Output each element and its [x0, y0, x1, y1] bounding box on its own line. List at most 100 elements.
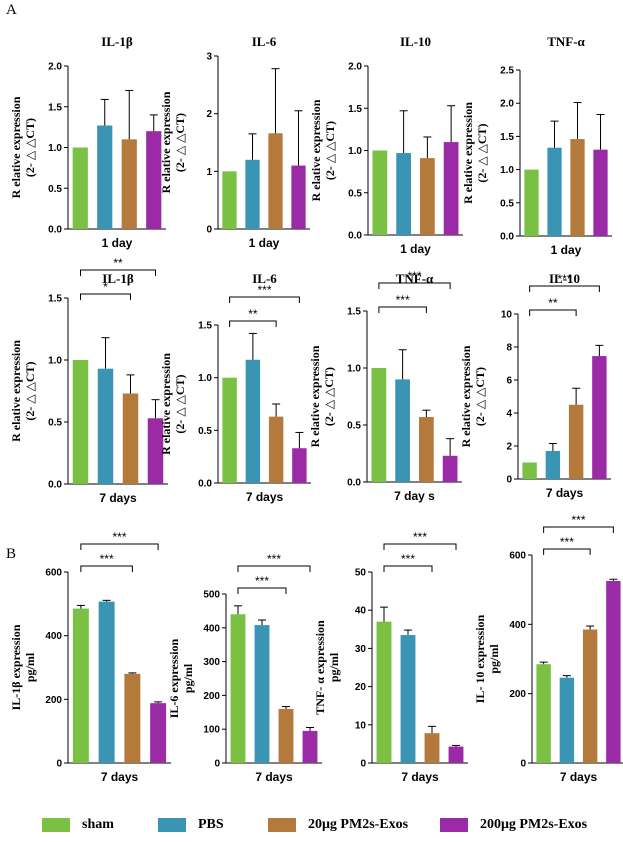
- y-tick-label: 600: [45, 568, 62, 579]
- bar-3: [124, 673, 141, 763]
- x-axis-label: 1 day: [102, 236, 133, 250]
- y-tick-label: 20: [355, 682, 367, 693]
- significance-bracket: [383, 543, 457, 550]
- y-tick-label: 0: [520, 759, 526, 770]
- bar-4: [448, 746, 464, 763]
- chart-4: 0.0 0.5 1.0 1.5 2.0 2.5 TNF-α 1 day R elative ex…: [461, 34, 612, 257]
- chart-9: 0 200 400 600 *** *** 7 days IL-1β expression pg…: [9, 530, 171, 784]
- bar-3: [121, 139, 137, 229]
- figure-canvas: 0.0 0.5 1.0 1.5 2.0 IL-1β 1 day R elative expre…: [9, 34, 623, 784]
- y-tick-label: 0.5: [347, 421, 361, 432]
- y-axis-label: R elative expression: [9, 96, 23, 198]
- y-axis-label: R elative expression: [9, 340, 23, 442]
- y-axis-label: pg/ml: [327, 652, 341, 682]
- significance-label: ***: [396, 293, 410, 307]
- chart-title: TNF-α: [547, 34, 585, 49]
- bar-2: [254, 625, 270, 763]
- y-tick-label: 6: [506, 376, 512, 387]
- legend-swatch-pbs: [158, 818, 186, 832]
- bar-1: [524, 169, 539, 236]
- y-tick-label: 2: [506, 442, 512, 453]
- bar-3: [122, 393, 139, 484]
- y-tick-label: 0.0: [198, 479, 212, 490]
- significance-bracket: [237, 565, 311, 572]
- y-tick-label: 0.5: [348, 188, 362, 199]
- significance-bracket: [543, 526, 614, 533]
- y-axis-label: R elative expression: [459, 345, 473, 447]
- y-axis-label: R elative expression: [308, 345, 322, 447]
- y-tick-label: 300: [203, 657, 220, 668]
- x-axis-label: 1 day: [249, 236, 280, 250]
- chart-10: 0 100 200 300 400 500 *** *** 7 days IL-6 express…: [167, 552, 322, 784]
- bar-2: [400, 635, 416, 763]
- y-tick-label: 200: [509, 689, 526, 700]
- significance-bracket: [529, 285, 600, 292]
- x-axis-label: 7 days: [546, 486, 584, 500]
- y-axis-label: pg/ml: [23, 652, 37, 682]
- significance-label: ***: [557, 272, 571, 286]
- y-axis-label: IL- 10 expression: [473, 614, 487, 703]
- significance-label: ***: [267, 552, 281, 566]
- bar-3: [420, 158, 435, 235]
- bar-3: [268, 133, 283, 229]
- y-axis-label: R elative expression: [461, 102, 475, 204]
- x-axis-label: 1 day: [400, 242, 431, 256]
- bar-1: [72, 608, 89, 763]
- bar-4: [442, 455, 458, 482]
- bar-1: [376, 621, 392, 763]
- significance-bracket: [543, 548, 591, 555]
- x-axis-label: 7 days: [99, 491, 137, 505]
- significance-label: **: [113, 256, 123, 270]
- significance-bracket: [80, 293, 131, 300]
- bar-4: [146, 131, 162, 229]
- significance-bracket: [237, 587, 287, 594]
- bar-4: [592, 356, 607, 479]
- y-axis-label: (2- △ △CT): [473, 367, 487, 426]
- y-tick-label: 50: [355, 568, 367, 579]
- bar-1: [72, 360, 89, 484]
- y-tick-label: 1.5: [347, 307, 361, 318]
- bar-2: [245, 159, 260, 229]
- y-tick-label: 200: [203, 691, 220, 702]
- significance-label: ***: [571, 513, 585, 527]
- legend-swatch-pm20: [268, 818, 296, 832]
- significance-label: ***: [100, 552, 114, 566]
- y-axis-label: TNF- α expression: [313, 620, 327, 715]
- bar-1: [371, 368, 387, 482]
- bar-3: [424, 733, 440, 763]
- chart-title: IL-1β: [102, 271, 134, 286]
- bar-1: [222, 377, 237, 483]
- y-tick-label: 600: [509, 551, 526, 562]
- x-axis-label: 7 days: [401, 770, 439, 784]
- y-axis-label: (2- △ △CT): [23, 118, 37, 177]
- bar-1: [72, 147, 88, 229]
- x-axis-label: 1 day: [551, 243, 582, 257]
- bar-4: [147, 418, 164, 484]
- y-tick-label: 1.5: [348, 104, 362, 115]
- y-axis-label: (2- △ △CT): [23, 361, 37, 420]
- y-axis-label: R elative expression: [159, 353, 173, 455]
- y-axis-label: IL-6 expression: [167, 638, 181, 718]
- legend: sham PBS 20μg PM2s-Exos 200μg PM2s-Exos: [0, 812, 623, 838]
- y-tick-label: 2.0: [348, 62, 362, 73]
- y-axis-label: IL-1β expression: [9, 624, 23, 710]
- legend-item-pm20: 20μg PM2s-Exos: [268, 816, 408, 834]
- chart-1: 0.0 0.5 1.0 1.5 2.0 IL-1β 1 day R elative expre…: [9, 34, 166, 250]
- chart-title: IL-6: [252, 271, 277, 286]
- y-tick-label: 0.0: [48, 225, 62, 236]
- y-tick-label: 10: [501, 310, 513, 321]
- bar-4: [292, 448, 307, 483]
- y-tick-label: 40: [355, 606, 367, 617]
- significance-bracket: [80, 565, 133, 572]
- bar-4: [302, 730, 318, 763]
- panel-label-b: B: [6, 546, 17, 562]
- y-axis-label: R elative expression: [309, 99, 323, 201]
- y-tick-label: 10: [355, 720, 367, 731]
- chart-2: 0 1 2 3 IL-6 1 day R elative expression (2- △ △…: [159, 34, 310, 250]
- y-axis-label: (2- △ △CT): [475, 123, 489, 182]
- legend-label-sham: sham: [82, 817, 114, 832]
- chart-title: IL-6: [252, 34, 277, 49]
- y-tick-label: 3: [206, 52, 212, 63]
